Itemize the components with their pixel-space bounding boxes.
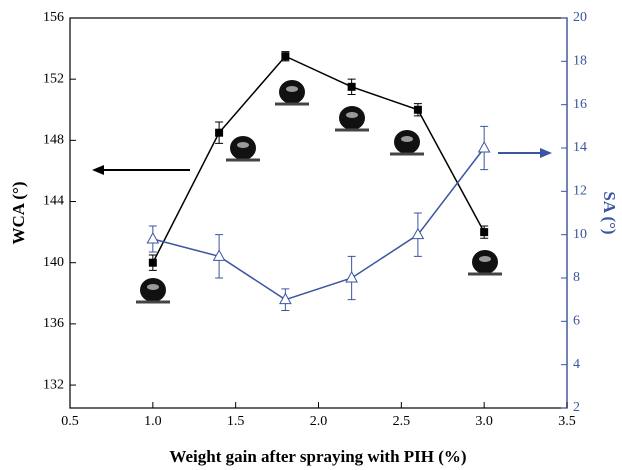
series-line (152, 147, 485, 301)
y2-tick-label: 8 (573, 270, 580, 285)
marker (279, 292, 292, 305)
x-tick-label: 2.0 (310, 414, 328, 429)
x-tick-label: 3.5 (558, 414, 576, 429)
y-tick-label: 140 (43, 255, 64, 270)
droplet-images (136, 80, 502, 304)
y2-tick-label: 10 (573, 227, 587, 242)
arrows (92, 148, 552, 175)
y-tick-label: 136 (43, 316, 64, 331)
marker (480, 228, 489, 237)
plot-frame (69, 17, 568, 409)
y-tick-label: 152 (43, 71, 64, 86)
marker (212, 249, 226, 261)
y2-tick-label: 14 (573, 140, 587, 155)
y-tick-label: 148 (43, 133, 64, 148)
marker (411, 227, 425, 240)
marker (345, 270, 358, 283)
x-axis-title: Weight gain after spraying with PIH (%) (169, 447, 466, 466)
x-tick-label: 3.0 (475, 414, 493, 429)
marker (146, 231, 160, 244)
marker (477, 140, 491, 153)
y2-tick-label: 18 (573, 54, 587, 69)
y2-tick-label: 6 (573, 314, 580, 329)
x-tick-label: 2.5 (393, 414, 411, 429)
x-tick-label: 0.5 (61, 414, 79, 429)
y-axis-title: WCA (°) (9, 182, 28, 245)
y2-tick-label: 20 (573, 10, 587, 25)
marker (281, 52, 290, 61)
series-line (152, 55, 485, 264)
marker (215, 128, 224, 137)
y2-tick-label: 4 (573, 357, 580, 372)
y-tick-label: 144 (43, 194, 64, 209)
y2-tick-label: 2 (573, 400, 580, 415)
marker (347, 82, 356, 91)
y-tick-label: 156 (43, 10, 64, 25)
x-tick-label: 1.0 (144, 414, 162, 429)
x-tick-label: 1.5 (227, 414, 245, 429)
y2-tick-label: 16 (573, 97, 587, 112)
y2-tick-label: 12 (573, 184, 587, 199)
marker (148, 258, 157, 267)
marker (413, 105, 422, 114)
y-tick-label: 132 (43, 377, 64, 392)
y2-axis-title: SA (°) (600, 191, 619, 234)
